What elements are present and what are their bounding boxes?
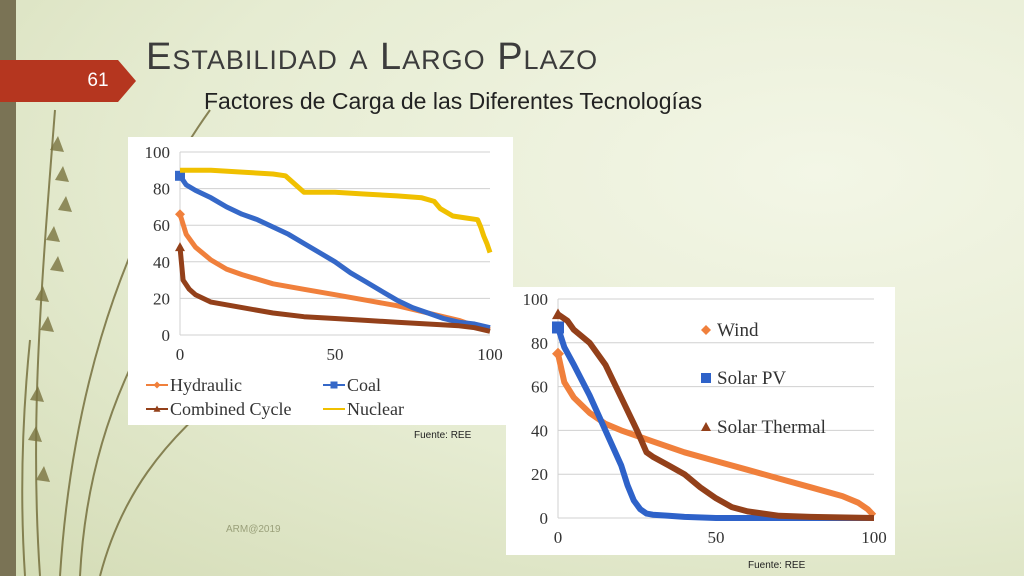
chart2-y-tick-label: 20 [531, 465, 548, 484]
chart2-y-tick-label: 80 [531, 334, 548, 353]
slide-subtitle: Factores de Carga de las Diferentes Tecn… [204, 88, 703, 114]
source-note-2: Fuente: REE [748, 560, 806, 571]
left-stripe [0, 0, 16, 576]
chart2-legend-label-solar-pv: Solar PV [717, 368, 786, 389]
chart1-y-tick-label: 100 [145, 143, 171, 162]
chart1-x-tick-label: 100 [477, 345, 503, 364]
chart2-series-wind [555, 353, 877, 518]
chart1-y-tick-label: 80 [153, 180, 170, 199]
thermal-hydro-load-factor-chart: 100 80 60 40 20 0 0 50 100 Hydraulic Coal Combined … [128, 137, 513, 425]
chart2-marker-wind [552, 347, 564, 360]
chart1-legend-label-hydraulic: Hydraulic [170, 375, 242, 395]
chart1-marker-combined-cycle [175, 242, 185, 252]
chart2-marker-solar-thermal [552, 308, 564, 320]
chart2-legend-label-solar-thermal: Solar Thermal [717, 417, 826, 438]
chart1-y-tick-label: 40 [153, 253, 170, 272]
chart2-marker-solar-pv [552, 321, 564, 334]
chart2-x-tick-label: 100 [861, 528, 887, 547]
chart2-y-tick-label: 100 [523, 290, 549, 309]
chart1-legend-marker-coal [330, 381, 338, 389]
chart1-y-tick-label: 20 [153, 289, 170, 308]
chart2-legend-marker-wind [701, 325, 711, 335]
chart1-legend-label-coal: Coal [347, 375, 381, 395]
chart1-series-combined-cycle [177, 246, 491, 334]
slide-number-tab [0, 60, 136, 102]
chart-2-svg: 100 80 60 40 20 00 50 100 Wind Solar PV Solar Ther… [523, 290, 887, 547]
chart1-series-nuclear [180, 167, 493, 254]
footer-credit: ARM@2019 [226, 524, 281, 535]
chart2-y-tick-label: 40 [531, 421, 548, 440]
chart2-y-tick-label: 0 [540, 509, 549, 528]
chart2-legend-marker-solar-thermal [701, 422, 711, 431]
chart2-legend-label-wind: Wind [717, 320, 759, 341]
chart2-legend-marker-solar-pv [701, 373, 711, 383]
chart1-legend-label-combined-cycle: Combined Cycle [170, 399, 291, 419]
chart1-x-tick-label: 0 [176, 345, 185, 364]
chart1-series-hydraulic [177, 213, 491, 332]
chart1-legend-label-nuclear: Nuclear [347, 399, 404, 419]
chart1-marker-coal [175, 170, 185, 181]
chart2-series-solar-pv [555, 326, 874, 521]
chart-1-svg: 100 80 60 40 20 00 50 100 Hydraulic Coal Combined … [145, 143, 503, 419]
chart1-series-coal [177, 174, 491, 331]
chart2-y-tick-label: 60 [531, 378, 548, 397]
chart2-x-tick-label: 0 [554, 528, 563, 547]
chart1-y-tick-label: 0 [162, 326, 171, 345]
chart2-x-tick-label: 50 [708, 528, 725, 547]
source-note-1: Fuente: REE [414, 430, 472, 441]
slide-number: 61 [87, 70, 109, 91]
slide-title: Estabilidad a Largo Plazo [146, 36, 599, 78]
chart1-y-tick-label: 60 [153, 216, 170, 235]
chart2-series-solar-thermal [556, 311, 875, 521]
chart1-marker-hydraulic [175, 209, 185, 220]
chart1-legend-marker-combined-cycle [153, 405, 161, 412]
chart1-legend-marker-hydraulic [153, 381, 161, 389]
chart1-x-tick-label: 50 [327, 345, 344, 364]
renewables-load-factor-chart: 100 80 60 40 20 0 0 50 100 Wind Solar PV Solar Ther… [506, 287, 895, 555]
